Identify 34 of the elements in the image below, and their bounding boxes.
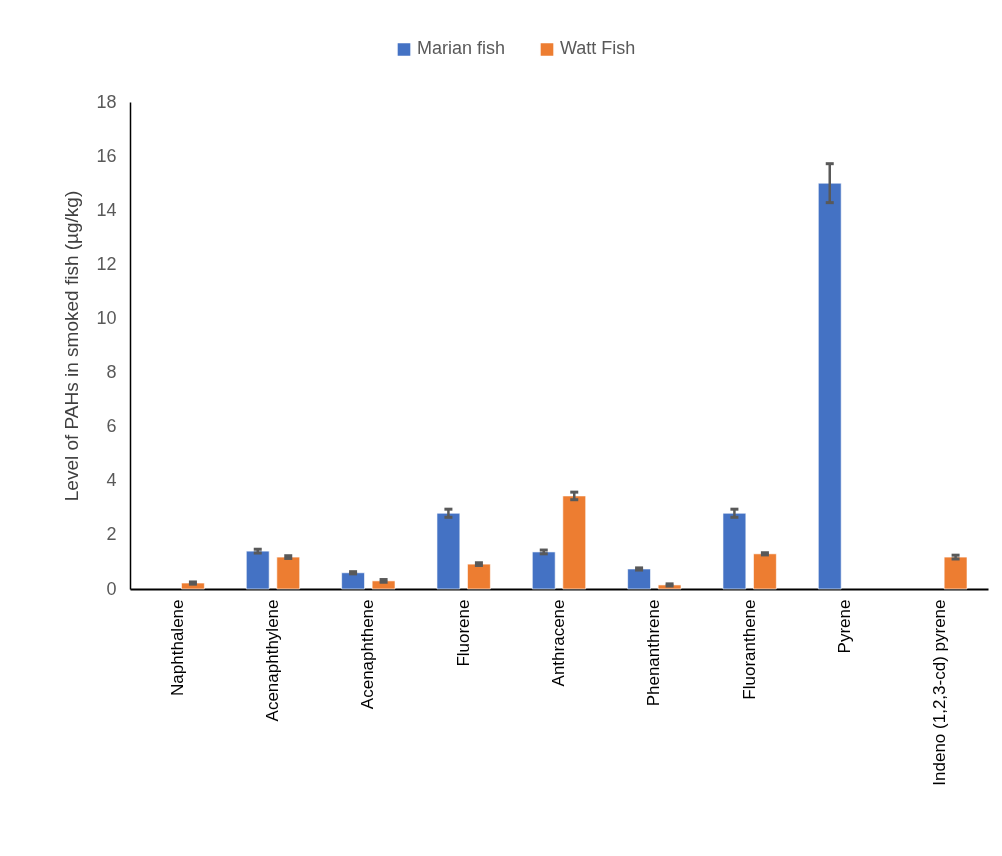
y-tick-label: 18	[96, 91, 117, 112]
legend-label: Watt Fish	[560, 38, 636, 59]
y-tick-label: 14	[96, 199, 117, 220]
bar	[627, 568, 652, 590]
x-tick-label: Pyrene	[835, 599, 854, 654]
x-tick-label: Fluorene	[453, 599, 473, 667]
bar	[466, 563, 491, 590]
y-axis-title: Level of PAHs in smoked fish (µg/kg)	[61, 190, 83, 502]
x-tick-label: Phenanthrene	[644, 599, 664, 707]
x-tick-label: Acenaphthylene	[263, 599, 282, 722]
x-tick-label: Anthracene	[549, 599, 568, 687]
bar	[562, 495, 587, 590]
x-tick-label: Indeno (1,2,3-cd) pyrene	[930, 599, 950, 786]
bar	[817, 182, 842, 590]
bar	[722, 512, 747, 590]
y-tick-label: 12	[96, 253, 117, 274]
y-tick-label: 10	[96, 307, 117, 328]
bar	[531, 551, 556, 590]
y-tick-label: 2	[106, 524, 117, 545]
bar	[436, 512, 461, 590]
y-tick-label: 6	[106, 416, 117, 437]
y-tick-label: 0	[106, 578, 117, 599]
bar	[245, 550, 270, 590]
x-tick-label: Acenaphthene	[358, 599, 378, 710]
legend-label: Marian fish	[417, 38, 506, 59]
x-tick-label: Fluoranthene	[739, 599, 759, 700]
y-tick-label: 16	[96, 145, 117, 166]
bar	[341, 572, 366, 590]
x-tick-label: Naphthalene	[167, 599, 187, 696]
y-tick-label: 8	[106, 362, 117, 383]
bar	[276, 556, 301, 590]
bar	[752, 553, 777, 590]
y-tick-label: 4	[106, 470, 117, 491]
bar	[943, 556, 968, 590]
